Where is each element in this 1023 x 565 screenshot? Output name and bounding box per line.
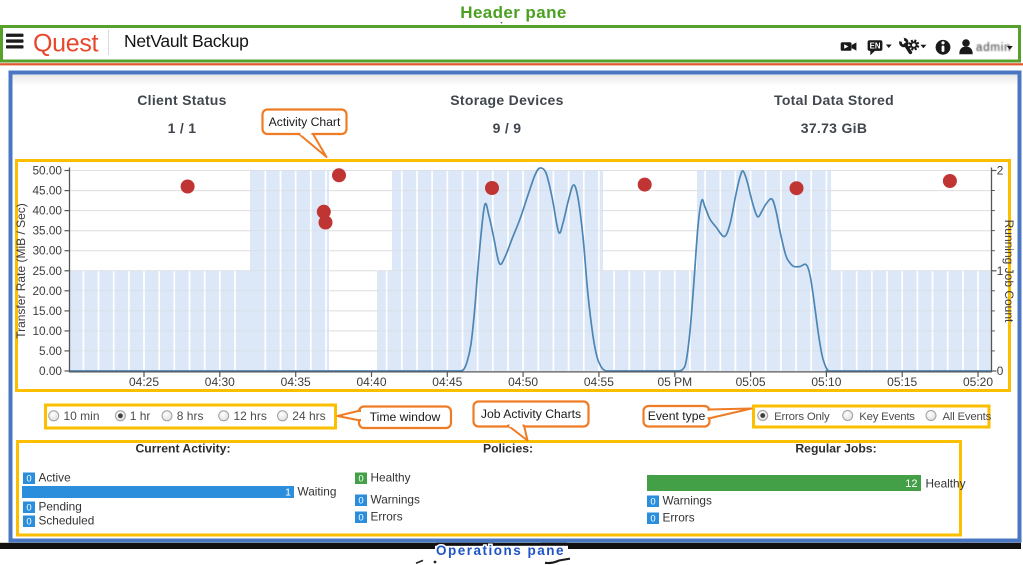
svg-text:Errors Only: Errors Only bbox=[774, 411, 830, 423]
svg-text:2: 2 bbox=[997, 164, 1004, 178]
svg-text:40.00: 40.00 bbox=[32, 204, 62, 218]
svg-text:04:50: 04:50 bbox=[508, 375, 538, 389]
svg-text:9 / 9: 9 / 9 bbox=[493, 120, 522, 136]
svg-text:0: 0 bbox=[358, 496, 363, 507]
svg-text:Storage Devices: Storage Devices bbox=[450, 92, 563, 108]
svg-text:Errors: Errors bbox=[371, 510, 403, 524]
svg-text:24 hrs: 24 hrs bbox=[292, 409, 325, 423]
svg-text:1: 1 bbox=[285, 487, 291, 499]
svg-text:0.00: 0.00 bbox=[39, 364, 62, 378]
svg-text:10.00: 10.00 bbox=[32, 324, 62, 338]
svg-text:25.00: 25.00 bbox=[32, 264, 62, 278]
svg-text:15.00: 15.00 bbox=[32, 304, 62, 318]
svg-text:Warnings: Warnings bbox=[371, 493, 420, 507]
svg-text:35.00: 35.00 bbox=[32, 224, 62, 238]
svg-text:1 hr: 1 hr bbox=[130, 409, 151, 423]
svg-text:05:10: 05:10 bbox=[811, 375, 841, 389]
svg-text:Time window: Time window bbox=[370, 410, 441, 424]
svg-text:04:30: 04:30 bbox=[205, 375, 235, 389]
svg-text:37.73 GiB: 37.73 GiB bbox=[801, 120, 868, 136]
svg-text:0: 0 bbox=[650, 514, 655, 525]
svg-text:Errors: Errors bbox=[663, 511, 695, 525]
svg-text:Scheduled: Scheduled bbox=[39, 514, 95, 528]
svg-text:Running Job Count: Running Job Count bbox=[1002, 220, 1016, 323]
svg-text:Healthy: Healthy bbox=[926, 477, 966, 491]
svg-text:Policies:: Policies: bbox=[483, 442, 533, 456]
svg-text:Job Activity Charts: Job Activity Charts bbox=[481, 407, 581, 421]
svg-text:Healthy: Healthy bbox=[371, 471, 411, 485]
svg-text:Active: Active bbox=[39, 471, 72, 485]
svg-text:Warnings: Warnings bbox=[663, 494, 712, 508]
svg-text:05 PM: 05 PM bbox=[657, 375, 692, 389]
svg-text:EN: EN bbox=[870, 41, 881, 50]
svg-text:5.00: 5.00 bbox=[39, 344, 62, 358]
svg-text:Quest: Quest bbox=[33, 30, 99, 58]
svg-text:0: 0 bbox=[358, 513, 363, 524]
svg-text:04:45: 04:45 bbox=[432, 375, 462, 389]
svg-text:Current Activity:: Current Activity: bbox=[135, 442, 230, 456]
svg-text:1 / 1: 1 / 1 bbox=[168, 120, 197, 136]
svg-text:1: 1 bbox=[997, 264, 1004, 278]
svg-text:05:05: 05:05 bbox=[736, 375, 766, 389]
svg-text:20.00: 20.00 bbox=[32, 284, 62, 298]
svg-text:0: 0 bbox=[650, 497, 655, 508]
svg-text:0: 0 bbox=[26, 503, 31, 514]
svg-text:Waiting: Waiting bbox=[298, 485, 337, 499]
svg-text:NetVault Backup: NetVault Backup bbox=[124, 31, 249, 51]
svg-text:Pending: Pending bbox=[39, 500, 82, 514]
svg-text:Transfer Rate (MiB / Sec): Transfer Rate (MiB / Sec) bbox=[14, 203, 28, 339]
svg-text:12 hrs: 12 hrs bbox=[234, 409, 267, 423]
svg-text:0: 0 bbox=[358, 474, 363, 485]
svg-text:04:40: 04:40 bbox=[356, 375, 386, 389]
svg-text:50.00: 50.00 bbox=[32, 164, 62, 178]
svg-text:04:55: 04:55 bbox=[584, 375, 614, 389]
svg-text:05:15: 05:15 bbox=[887, 375, 917, 389]
svg-text:04:35: 04:35 bbox=[281, 375, 311, 389]
svg-text:Key Events: Key Events bbox=[859, 411, 915, 423]
svg-text:0: 0 bbox=[997, 364, 1004, 378]
svg-text:0: 0 bbox=[26, 474, 31, 485]
svg-text:Regular Jobs:: Regular Jobs: bbox=[795, 442, 876, 456]
svg-text:Operations pane: Operations pane bbox=[436, 543, 565, 558]
svg-text:05:20: 05:20 bbox=[963, 375, 993, 389]
svg-text:8 hrs: 8 hrs bbox=[177, 409, 204, 423]
svg-text:12: 12 bbox=[905, 478, 917, 490]
svg-text:04:25: 04:25 bbox=[129, 375, 159, 389]
svg-text:admin: admin bbox=[976, 42, 1011, 54]
svg-text:Client Status: Client Status bbox=[137, 92, 226, 108]
svg-text:Total Data Stored: Total Data Stored bbox=[774, 92, 894, 108]
svg-text:45.00: 45.00 bbox=[32, 184, 62, 198]
svg-text:10 min: 10 min bbox=[64, 409, 100, 423]
svg-text:All Events: All Events bbox=[943, 411, 992, 423]
svg-text:Activity Chart: Activity Chart bbox=[269, 115, 341, 129]
svg-text:0: 0 bbox=[26, 517, 31, 528]
svg-text:30.00: 30.00 bbox=[32, 244, 62, 258]
svg-text:Header pane: Header pane bbox=[460, 3, 566, 22]
svg-text:Event type: Event type bbox=[648, 409, 706, 423]
